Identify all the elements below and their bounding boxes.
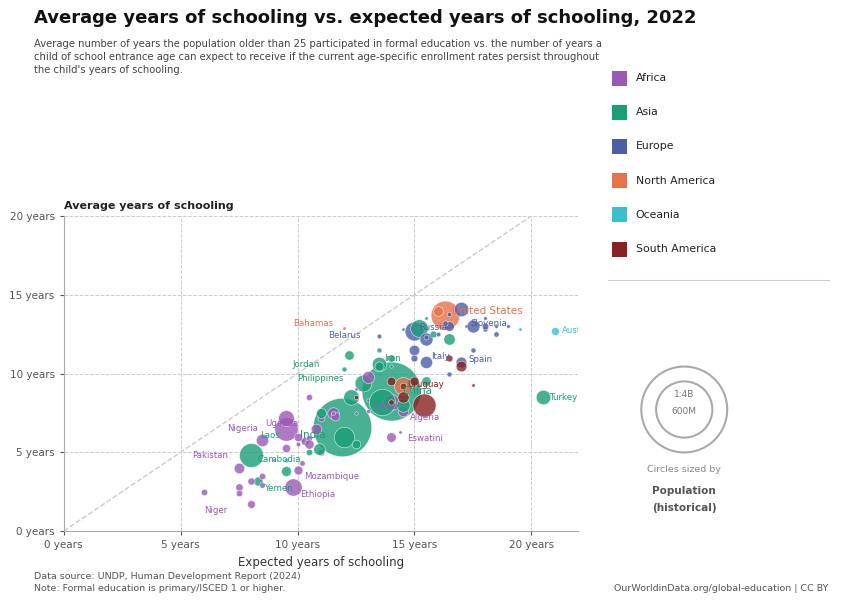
Text: Bahamas: Bahamas xyxy=(292,319,333,328)
Point xyxy=(372,361,386,370)
Point xyxy=(197,487,211,496)
Point xyxy=(232,482,246,492)
Point xyxy=(407,353,421,362)
Point xyxy=(342,350,355,359)
Point xyxy=(396,400,410,410)
Text: India: India xyxy=(300,430,326,440)
Text: Data source: UNDP, Human Development Report (2024)
Note: Formal education is pri: Data source: UNDP, Human Development Rep… xyxy=(34,572,301,593)
Point xyxy=(466,380,479,389)
Point xyxy=(337,432,351,442)
Text: Russia: Russia xyxy=(419,323,447,332)
Text: Uganda: Uganda xyxy=(265,419,298,428)
Point xyxy=(407,377,421,386)
Point xyxy=(431,305,445,316)
Point xyxy=(256,471,269,481)
Text: Cambodia: Cambodia xyxy=(258,455,301,464)
Point xyxy=(454,361,468,370)
Point xyxy=(356,378,370,388)
Point xyxy=(478,325,491,334)
Point xyxy=(396,325,410,334)
Point xyxy=(295,458,309,468)
Point xyxy=(286,482,300,492)
Point xyxy=(349,392,363,402)
Point xyxy=(536,392,550,402)
Point xyxy=(466,345,479,355)
Point xyxy=(396,392,410,402)
Point xyxy=(372,345,386,355)
Point xyxy=(360,395,374,405)
Point xyxy=(478,322,491,331)
Point xyxy=(478,314,491,323)
Text: OurWorldinData.org/global-education | CC BY: OurWorldinData.org/global-education | CC… xyxy=(615,584,829,593)
Text: Jordan: Jordan xyxy=(292,359,320,368)
Text: Oceania: Oceania xyxy=(636,210,680,220)
Point xyxy=(419,377,433,386)
Point xyxy=(298,436,311,446)
Point xyxy=(312,444,326,454)
Point xyxy=(407,345,421,355)
Point xyxy=(279,413,292,422)
Point xyxy=(384,432,398,442)
Text: China: China xyxy=(403,386,433,396)
Point xyxy=(384,397,398,407)
Text: North America: North America xyxy=(636,176,715,185)
Text: Yemen: Yemen xyxy=(265,484,293,493)
Point xyxy=(466,322,479,331)
Point xyxy=(419,334,433,344)
Point xyxy=(394,427,407,437)
Point xyxy=(396,382,410,391)
Point xyxy=(438,310,451,320)
Point xyxy=(443,334,456,344)
Point xyxy=(291,432,304,442)
Point xyxy=(360,372,374,382)
Text: Slovenia: Slovenia xyxy=(470,319,507,328)
Text: Africa: Africa xyxy=(636,73,667,83)
Text: South America: South America xyxy=(636,244,716,254)
Point xyxy=(344,392,358,402)
Point xyxy=(384,386,398,395)
Text: Eswatini: Eswatini xyxy=(407,434,443,443)
Point xyxy=(443,322,456,331)
Point xyxy=(384,397,398,407)
Text: Average number of years the population older than 25 participated in formal educ: Average number of years the population o… xyxy=(34,39,602,76)
Text: (historical): (historical) xyxy=(652,503,717,513)
Point xyxy=(372,359,386,369)
X-axis label: Expected years of schooling: Expected years of schooling xyxy=(238,556,404,569)
Point xyxy=(431,329,445,339)
Point xyxy=(314,448,327,457)
Point xyxy=(295,435,309,445)
Point xyxy=(547,326,561,336)
Point xyxy=(349,385,363,394)
Point xyxy=(337,364,351,374)
Point xyxy=(416,400,430,410)
Point xyxy=(419,314,433,323)
Point xyxy=(303,440,316,449)
Point xyxy=(349,440,363,449)
Point xyxy=(360,407,374,416)
Text: Asia: Asia xyxy=(636,107,659,117)
Point xyxy=(438,318,451,328)
Text: 600M: 600M xyxy=(672,407,697,416)
Point xyxy=(454,304,468,314)
Text: Iran: Iran xyxy=(384,354,400,363)
Point xyxy=(490,322,503,331)
Point xyxy=(279,466,292,476)
Point xyxy=(314,408,327,418)
Text: Nigeria: Nigeria xyxy=(227,424,258,433)
Point xyxy=(349,408,363,418)
Point xyxy=(372,331,386,340)
Point xyxy=(335,422,348,432)
Point xyxy=(267,455,280,465)
Point xyxy=(291,465,304,475)
Point xyxy=(279,424,292,433)
Point xyxy=(513,325,526,334)
Point xyxy=(454,358,468,367)
Point xyxy=(256,481,269,490)
Text: Mozambique: Mozambique xyxy=(304,472,360,481)
Point xyxy=(443,368,456,379)
Point xyxy=(443,353,456,362)
Point xyxy=(396,382,410,391)
Text: Niger: Niger xyxy=(204,506,227,515)
Point xyxy=(251,476,264,485)
Point xyxy=(443,309,456,319)
